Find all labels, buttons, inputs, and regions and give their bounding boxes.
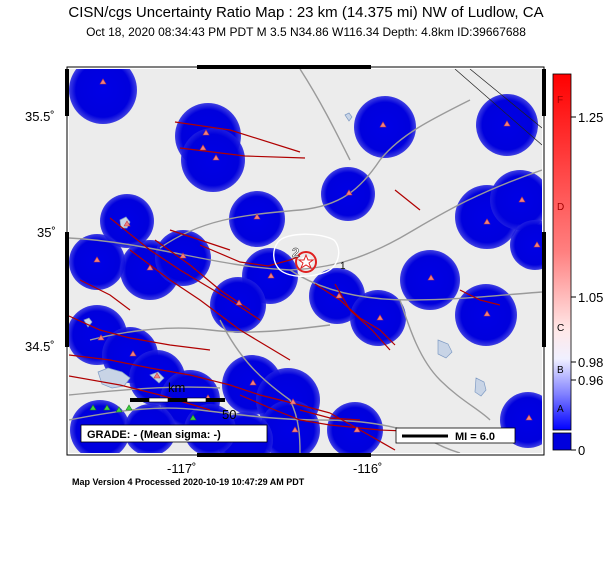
scale-bar-value: 50 — [222, 407, 236, 422]
footer-processed: Map Version 4 Processed 2020-10-19 10:47… — [72, 477, 305, 487]
colorbar-value-1-05: 1.05 — [578, 290, 603, 305]
grade-label: GRADE: - (Mean sigma: -) — [87, 429, 221, 441]
colorbar-gradient — [552, 73, 572, 431]
colorbar: F D C B A 1.25 1.05 0.98 0.96 0 — [552, 73, 603, 458]
colorbar-letter-a: A — [557, 404, 564, 415]
colorbar-letter-b: B — [557, 365, 564, 376]
colorbar-letter-c: C — [557, 323, 564, 334]
colorbar-letter-d: D — [557, 202, 564, 213]
colorbar-value-0-98: 0.98 — [578, 355, 603, 370]
mi-legend-label: MI = 6.0 — [455, 431, 495, 443]
station-blobs — [69, 69, 542, 453]
grade-box: GRADE: - (Mean sigma: -) — [80, 424, 268, 443]
event-subtitle: Oct 18, 2020 08:34:43 PM PDT M 3.5 N34.8… — [86, 25, 526, 39]
green-station-markers — [89, 404, 197, 421]
epicenter-star — [297, 253, 315, 270]
map-area: 2 1 km 50 GRADE: - (Mean sigma: -) MI = … — [69, 69, 542, 453]
colorbar-value-0: 0 — [578, 443, 585, 458]
mi-legend: MI = 6.0 — [395, 427, 516, 444]
colorbar-value-0-96: 0.96 — [578, 373, 603, 388]
scale-bar: km 50 — [130, 380, 236, 422]
lat-tick-35-5: 35.5˚ — [25, 109, 55, 124]
colorbar-letter-f: F — [557, 95, 563, 106]
map-border — [65, 65, 546, 457]
faults — [69, 121, 501, 451]
colorbar-zero-swatch — [552, 432, 572, 451]
epicenter-label-2: 2 — [292, 245, 299, 260]
epicenter-label-1: 1 — [340, 261, 346, 272]
boundaries — [454, 69, 542, 146]
lat-tick-34-5: 34.5˚ — [25, 339, 55, 354]
lon-tick-117: -117˚ — [167, 461, 196, 476]
scale-bar-unit: km — [168, 380, 185, 395]
lon-tick-116: -116˚ — [353, 461, 382, 476]
colorbar-value-1-25: 1.25 — [578, 110, 603, 125]
page-title: CISN/cgs Uncertainty Ratio Map : 23 km (… — [68, 4, 544, 21]
lat-tick-35: 35˚ — [37, 225, 56, 240]
station-markers — [93, 78, 541, 441]
